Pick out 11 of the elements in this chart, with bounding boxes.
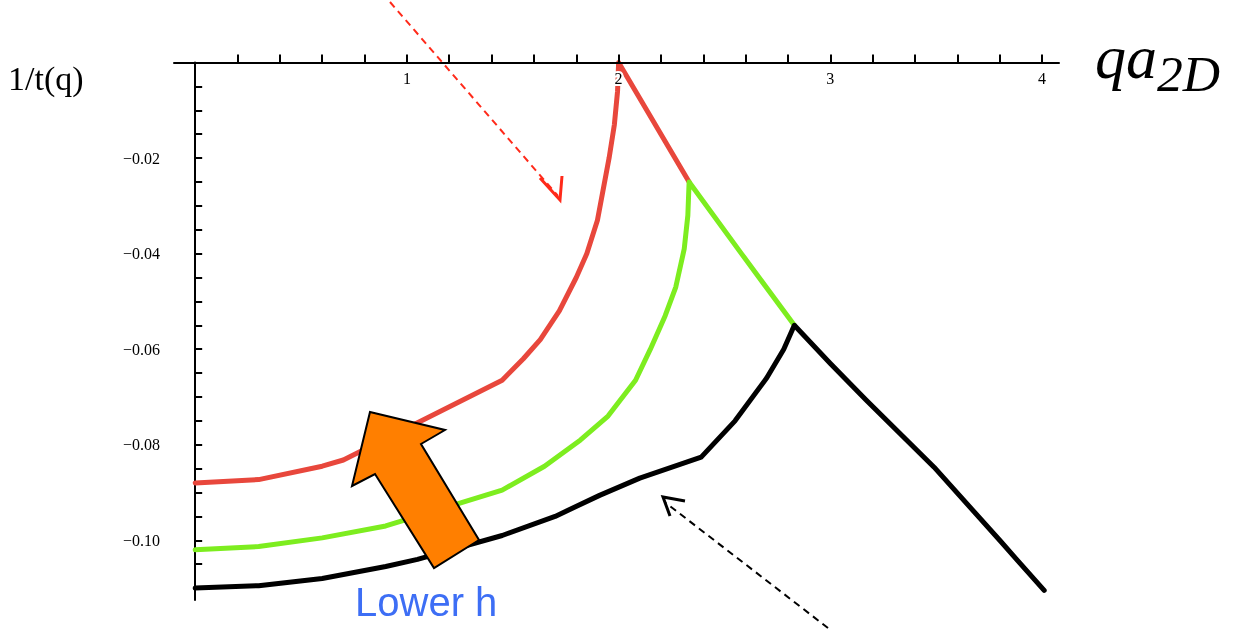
x-axis-title: qa$_{2D}$ — [1095, 22, 1221, 104]
x-tick-label: 4 — [1038, 70, 1047, 87]
y-tick-label: −0.06 — [122, 340, 160, 358]
y-tick-label: −0.10 — [122, 531, 160, 549]
y-tick-label: −0.08 — [122, 436, 160, 454]
x-tick-label: 1 — [402, 70, 411, 87]
y-tick-label: −0.04 — [122, 245, 160, 263]
y-tick-label: −0.02 — [122, 149, 160, 167]
annotation: Lower h — [355, 580, 498, 625]
y-axis-title: 1/t(q) — [8, 60, 84, 98]
x-tick-label: 3 — [826, 70, 835, 87]
